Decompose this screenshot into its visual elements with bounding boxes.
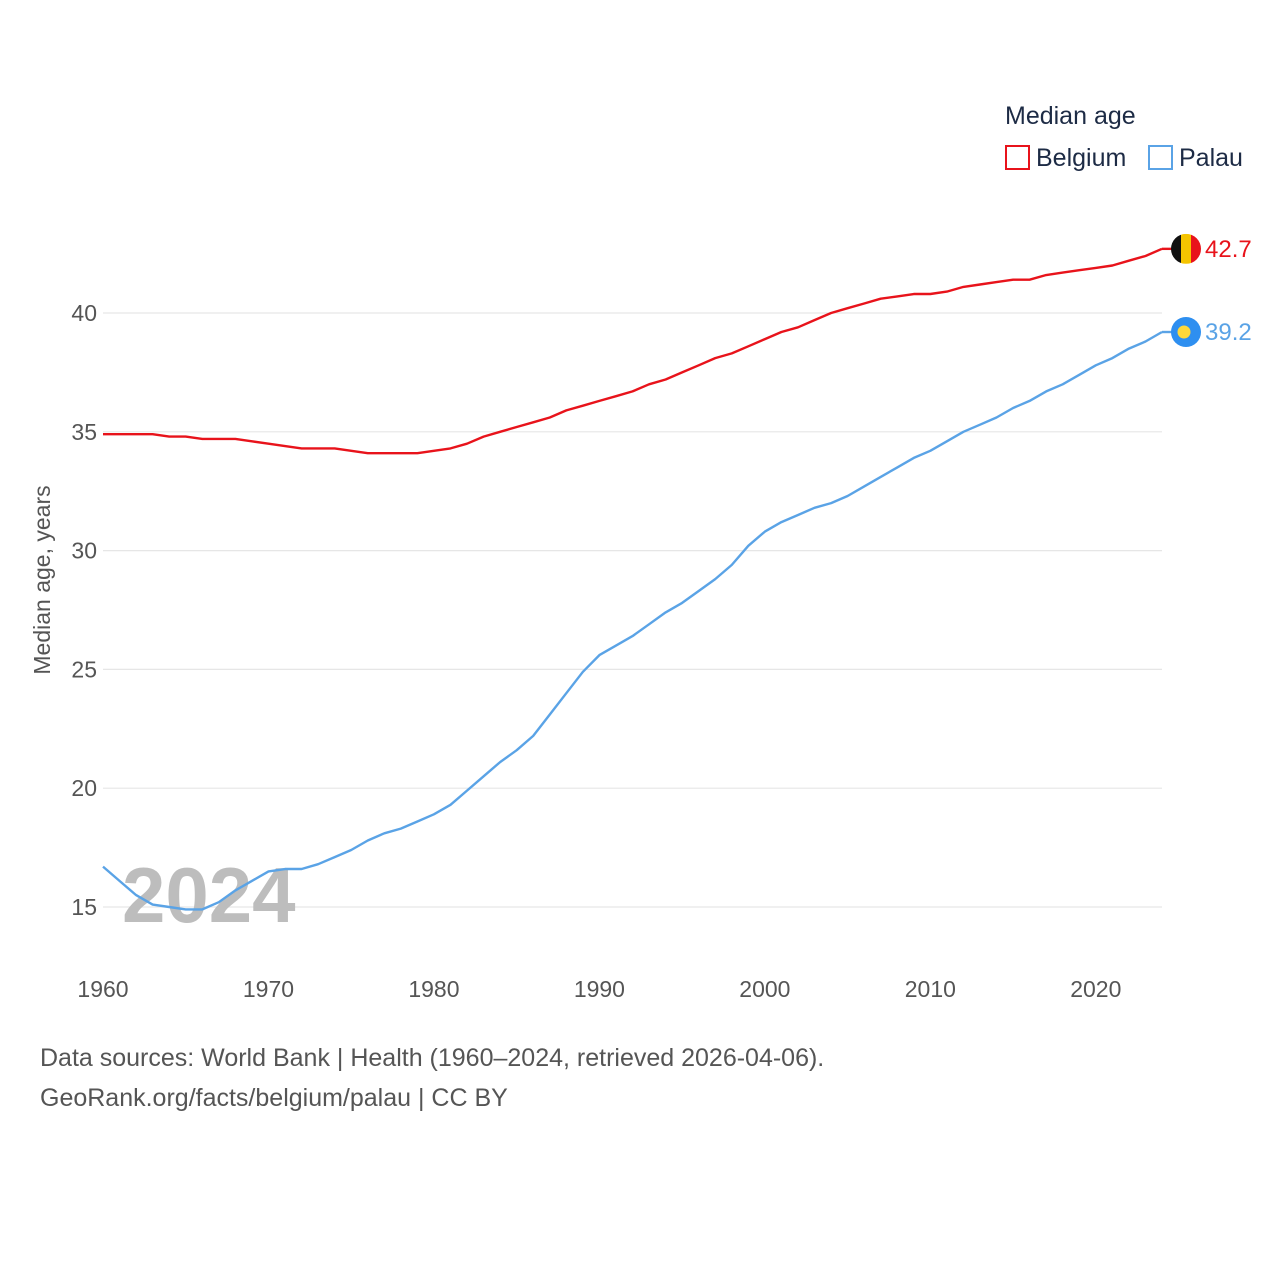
x-tick-label: 1990 <box>574 976 625 1002</box>
end-value-label-belgium: 42.7 <box>1205 236 1252 263</box>
end-markers: 42.7 39.2 <box>1162 233 1252 348</box>
legend: Median age Belgium Palau <box>1005 102 1243 172</box>
x-axis-ticks: 1960 1970 1980 1990 2000 2010 2020 <box>77 976 1121 1002</box>
y-tick-label: 40 <box>71 300 97 326</box>
y-axis-label: Median age, years <box>29 485 55 674</box>
end-value-label-palau: 39.2 <box>1205 319 1252 346</box>
x-tick-label: 2000 <box>739 976 790 1002</box>
legend-swatch-belgium <box>1005 145 1030 170</box>
legend-label-belgium: Belgium <box>1036 144 1126 172</box>
series-line-belgium[interactable] <box>103 247 1163 455</box>
legend-item-palau[interactable]: Palau <box>1148 144 1243 172</box>
series-line-palau[interactable] <box>102 330 1163 911</box>
x-tick-label: 1980 <box>408 976 459 1002</box>
belgium-flag-icon <box>1171 233 1201 264</box>
x-tick-label: 2020 <box>1070 976 1121 1002</box>
source-line-1: Data sources: World Bank | Health (1960–… <box>40 1044 825 1072</box>
legend-title: Median age <box>1005 102 1136 130</box>
x-tick-label: 2010 <box>905 976 956 1002</box>
x-tick-label: 1970 <box>243 976 294 1002</box>
y-tick-label: 15 <box>71 894 97 920</box>
x-tick-label: 1960 <box>77 976 128 1002</box>
legend-label-palau: Palau <box>1179 144 1243 172</box>
legend-item-belgium[interactable]: Belgium <box>1005 144 1126 172</box>
y-tick-label: 25 <box>71 656 97 682</box>
current-year-watermark: 2024 <box>122 851 296 939</box>
y-tick-label: 20 <box>71 775 97 801</box>
palau-flag-icon <box>1171 317 1201 348</box>
y-tick-label: 35 <box>71 419 97 445</box>
legend-swatch-palau <box>1148 145 1173 170</box>
series-lines <box>102 247 1163 911</box>
grid-lines <box>103 312 1162 908</box>
y-axis-ticks: 15 20 25 30 35 40 <box>71 300 97 920</box>
source-link[interactable]: GeoRank.org/facts/belgium/palau | CC BY <box>40 1084 508 1112</box>
y-tick-label: 30 <box>71 538 97 564</box>
